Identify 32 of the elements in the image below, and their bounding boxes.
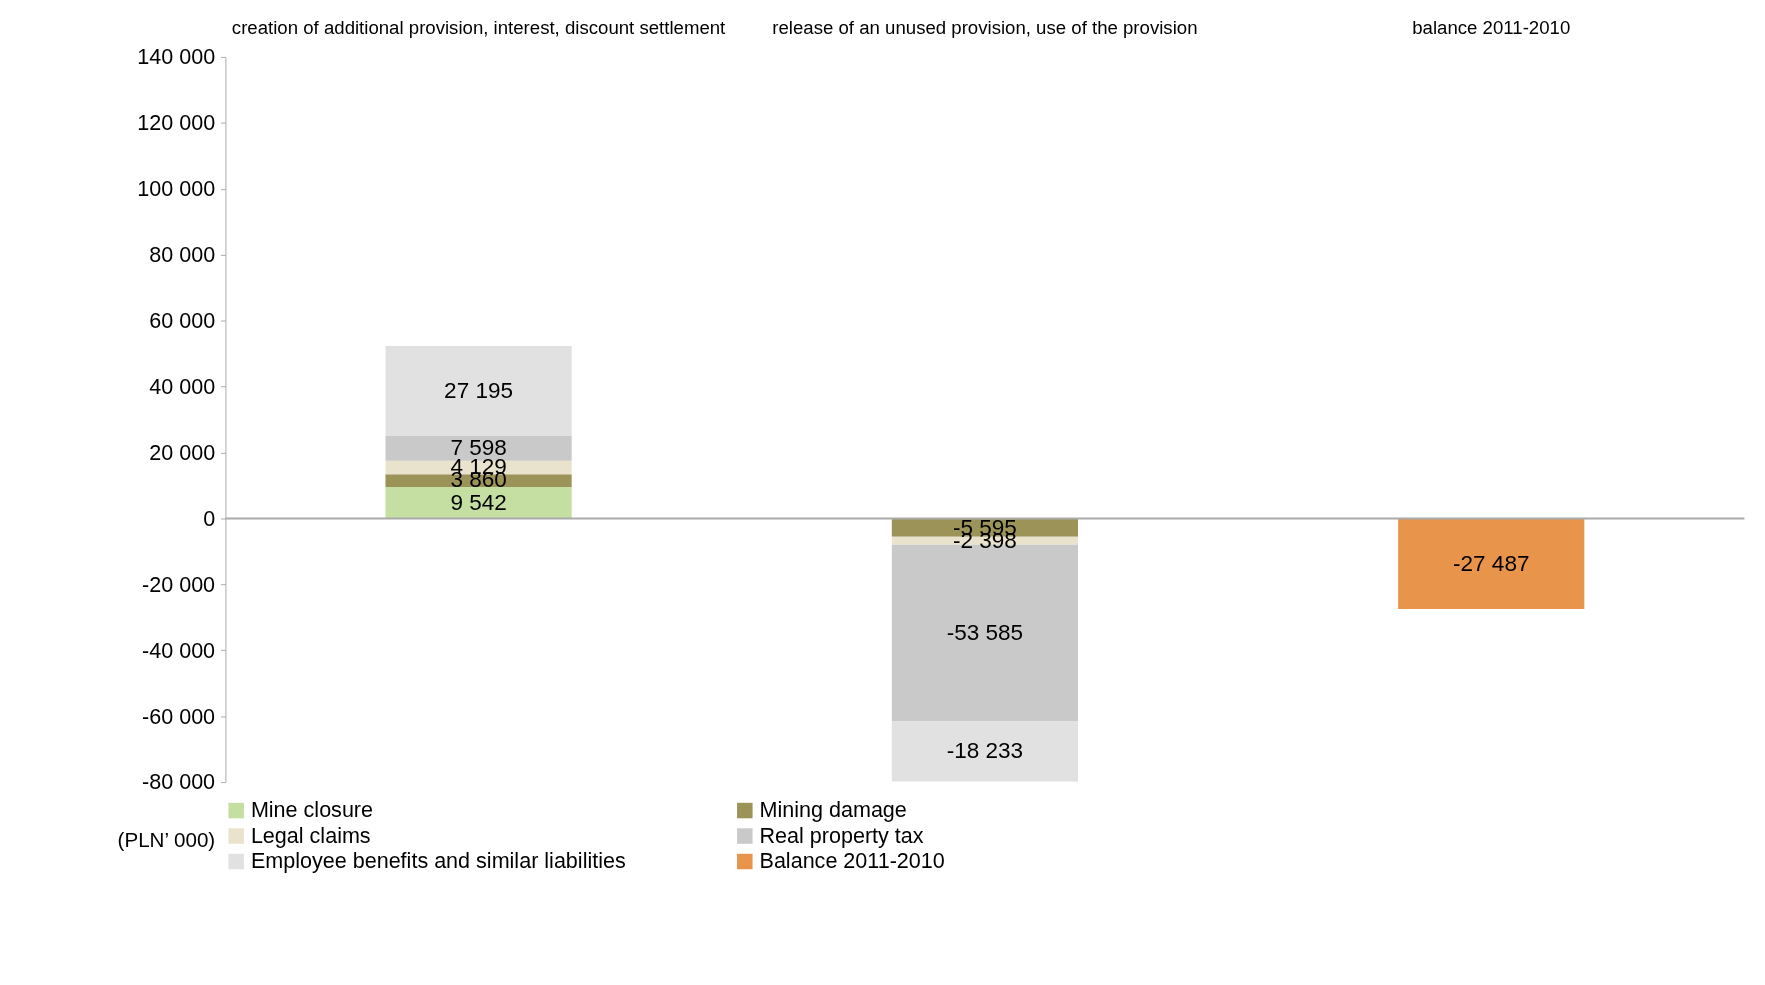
y-tick-label: 20 000 xyxy=(149,439,216,465)
x-tick-label: release of an unused provision, use of the provision xyxy=(772,16,1198,38)
legend-label: Balance 2011-2010 xyxy=(759,848,945,874)
y-tick-label: -40 000 xyxy=(142,637,216,663)
y-tick-label: 100 000 xyxy=(137,176,216,202)
bar xyxy=(385,345,572,436)
y-tick-label: 0 xyxy=(203,505,216,531)
data-label: 27 195 xyxy=(444,377,514,403)
y-tick-label: 140 000 xyxy=(137,44,216,70)
y-tick-label: -60 000 xyxy=(142,703,216,729)
y-tick-label: 80 000 xyxy=(149,242,216,268)
legend-label: Real property tax xyxy=(759,822,924,848)
legend-label: Legal claims xyxy=(250,822,371,848)
legend-label: Mining damage xyxy=(759,797,907,823)
y-tick-label: 60 000 xyxy=(149,307,216,333)
y-tick-label: 40 000 xyxy=(149,373,216,399)
x-tick-label: creation of additional provision, interest, discount settlement xyxy=(231,16,727,38)
text: (PLN’ 000) xyxy=(117,827,216,851)
bar xyxy=(891,721,1079,782)
y-tick-label: 120 000 xyxy=(137,110,216,136)
data-label: -18 233 xyxy=(946,738,1024,764)
y-tick-label: -20 000 xyxy=(142,571,216,597)
data-label: -53 585 xyxy=(946,619,1024,645)
bar xyxy=(1398,518,1585,610)
data-label: 7 598 xyxy=(450,434,507,460)
y-tick-label: -80 000 xyxy=(142,769,216,795)
data-label: 9 542 xyxy=(450,489,507,515)
bar xyxy=(385,435,572,461)
legend-label: Employee benefits and similar liabilities xyxy=(250,848,626,874)
legend-label: Mine closure xyxy=(250,797,374,823)
data-label: -27 487 xyxy=(1453,550,1530,576)
x-tick-label: balance 2011-2010 xyxy=(1412,16,1571,38)
